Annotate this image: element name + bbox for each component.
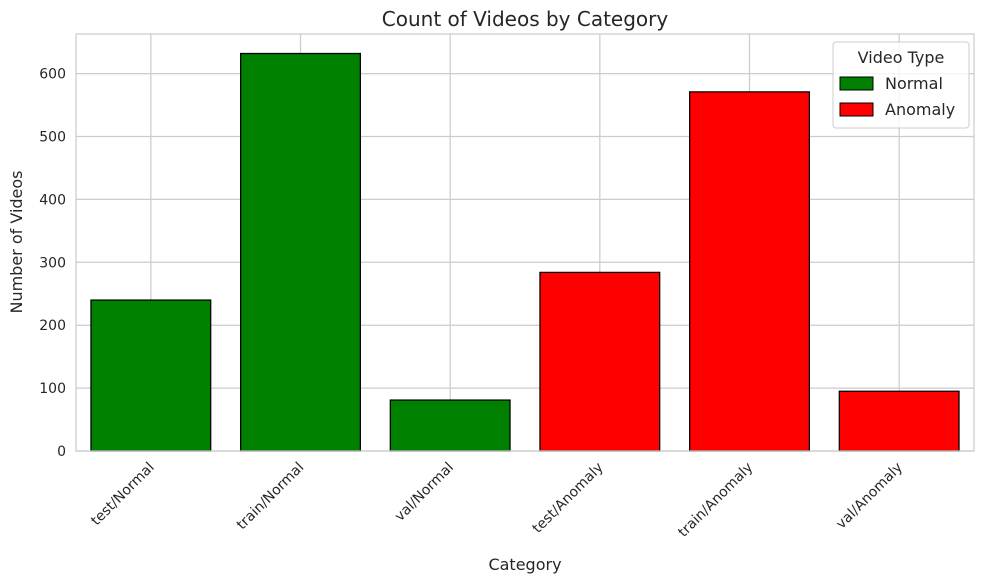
bar-test-anomaly <box>539 271 661 452</box>
legend-swatch-anomaly <box>839 102 874 117</box>
legend-label-anomaly: Anomaly <box>885 100 955 119</box>
y-tick-label: 400 <box>39 192 66 208</box>
legend-label-normal: Normal <box>885 74 943 93</box>
bar-test-normal <box>90 299 212 452</box>
bar-train-normal <box>240 52 361 452</box>
y-tick-label: 100 <box>39 381 66 397</box>
y-axis-title: Number of Videos <box>7 170 26 313</box>
legend-title: Video Type <box>858 48 945 67</box>
bars <box>90 52 960 452</box>
bar-val-normal <box>389 399 511 452</box>
legend: Video Type Normal Anomaly <box>832 41 970 129</box>
y-tick-label: 600 <box>39 67 66 83</box>
bar-train-anomaly <box>689 91 810 452</box>
legend-swatch-normal <box>839 76 874 91</box>
chart-title: Count of Videos by Category <box>382 7 669 31</box>
bar-val-anomaly <box>838 390 960 452</box>
y-tick-label: 300 <box>39 255 66 271</box>
y-tick-label: 0 <box>57 444 66 460</box>
y-tick-labels: 0 100 200 300 400 500 600 <box>39 67 66 460</box>
plot-frame <box>75 33 975 452</box>
y-tick-label: 500 <box>39 130 66 146</box>
y-tick-label: 200 <box>39 318 66 334</box>
x-axis-title: Category <box>488 555 561 574</box>
